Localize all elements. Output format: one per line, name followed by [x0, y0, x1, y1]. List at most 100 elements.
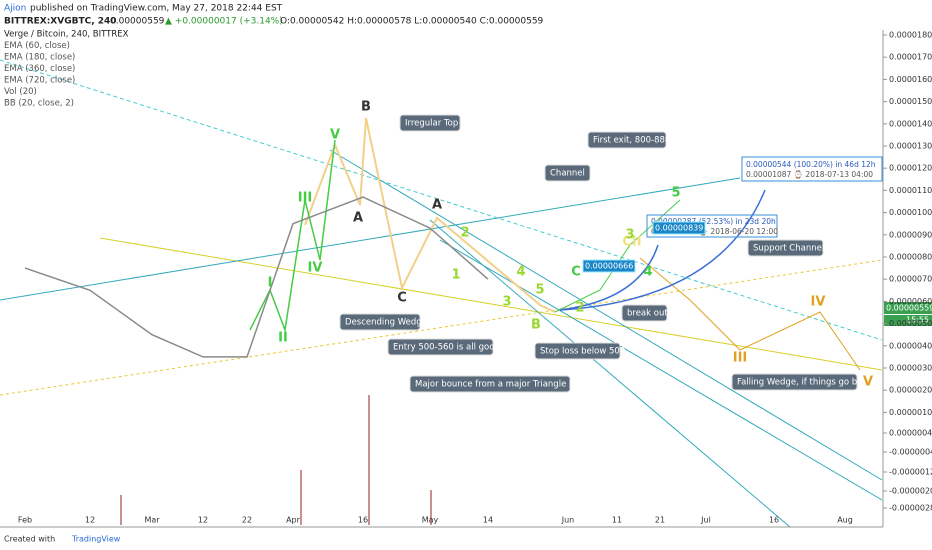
x-tick-label: Jun [561, 516, 575, 525]
volume [120, 395, 432, 525]
author[interactable]: Ajion [4, 4, 26, 14]
wave-label: 2 [575, 301, 584, 316]
trendlines [0, 59, 883, 528]
measure: 0.00000544 (100.20%) in 46d 12h [746, 160, 876, 169]
wave-label: B [361, 100, 371, 115]
wave-label: 1 [451, 268, 460, 283]
callout: Falling Wedge, if things go bad [737, 378, 868, 388]
price-label-bg [582, 259, 636, 273]
indicator: EMA (360, close) [4, 64, 75, 74]
callout-box [621, 304, 668, 322]
callout-box [731, 373, 858, 391]
x-tick-label: 12 [198, 516, 208, 525]
indicator: EMA (60, close) [4, 41, 70, 51]
x-tick-label: 11 [612, 516, 622, 525]
x-tick-label: 22 [242, 516, 252, 525]
callout: Major bounce from a major Triangle Base [415, 380, 590, 390]
x-tick-label: Apr [286, 516, 301, 525]
callout-box [399, 114, 461, 132]
price-tag-bg [884, 302, 932, 314]
measure: 0.00001087 ⌚ 2018-07-13 04:00 [746, 170, 873, 179]
x-tick-label: Jul [700, 516, 711, 525]
symbol: BITTREX:XVGBTC, 240 [4, 17, 117, 27]
wave-label: 2 [460, 226, 469, 241]
callout: break out [627, 309, 668, 319]
wave-label: I [268, 276, 273, 291]
price-line [24, 196, 489, 358]
measure: 0.00000666 [585, 262, 633, 271]
callout: Stop loss below 500 [540, 347, 625, 357]
y-tick-label: -0.00000040 [889, 448, 932, 457]
x-tick-label: 21 [655, 516, 665, 525]
x-tick-label: May [422, 516, 439, 525]
measure: 0.00000839 [655, 224, 703, 233]
callout: Descending Wedge [345, 318, 427, 328]
callout-box [587, 131, 667, 149]
wave-label: III [733, 351, 748, 366]
indicator: Verge / Bitcoin, 240, BITTREX [4, 30, 129, 40]
y-tick-label: 0.00000040 [889, 429, 932, 438]
wave-label: 3 [625, 228, 634, 243]
footer-brand[interactable]: TradingView [71, 535, 121, 544]
wave-label: A [353, 211, 363, 226]
ohlc: O:0.00000542 H:0.00000578 L:0.00000540 C… [280, 17, 544, 27]
x-tick-label: Aug [837, 516, 853, 525]
wave-label: IV [811, 295, 826, 310]
wave-label: A [432, 198, 442, 213]
wave-label: V [863, 375, 873, 390]
wave-label: 4 [643, 265, 652, 280]
x-tick-label: Mar [144, 516, 160, 525]
callout-box [747, 239, 824, 257]
wave-label: C [397, 291, 407, 306]
change: ▲ +0.00000017 (+3.14%) [165, 17, 283, 27]
price-label-bg [652, 221, 706, 235]
footer-created: Created with [4, 535, 55, 544]
y-tick-label: -0.00000120 [889, 468, 932, 477]
indicator: EMA (180, close) [4, 53, 75, 63]
callout: Irregular Top [405, 119, 458, 129]
x-tick-label: Feb [18, 516, 32, 525]
measure-box [646, 214, 778, 238]
measure-box [741, 156, 883, 182]
y-tick-label: -0.00000280 [889, 504, 932, 513]
indicator: EMA (720, close) [4, 76, 75, 86]
callout-box [534, 342, 621, 360]
measure: 0.00000834 ⌚ 2018-06-20 12:00 [651, 227, 778, 236]
wave-label: III [298, 191, 313, 206]
callout-box [544, 164, 591, 182]
wave-label: II [278, 331, 288, 346]
wave-label: CII [622, 235, 641, 250]
callout-box [409, 375, 571, 393]
indicator: BB (20, close, 2) [4, 99, 74, 109]
wave-label: 4 [516, 265, 525, 280]
callout: Entry 500-560 is all good [393, 343, 500, 353]
published: published on TradingView.com, May 27, 20… [30, 4, 283, 14]
x-tick-label: 14 [483, 516, 493, 525]
wave-label: V [330, 128, 340, 143]
callout: Channel [550, 169, 585, 179]
x-tick-label: 16 [358, 516, 368, 525]
wave-label: C [571, 265, 581, 280]
wave-label: IV [308, 261, 323, 276]
countdown-bg [884, 315, 932, 326]
wave-label: 3 [502, 295, 511, 310]
callout: Support Channel [753, 244, 824, 254]
x-tick-label: 12 [85, 516, 95, 525]
plot-area [0, 30, 882, 527]
